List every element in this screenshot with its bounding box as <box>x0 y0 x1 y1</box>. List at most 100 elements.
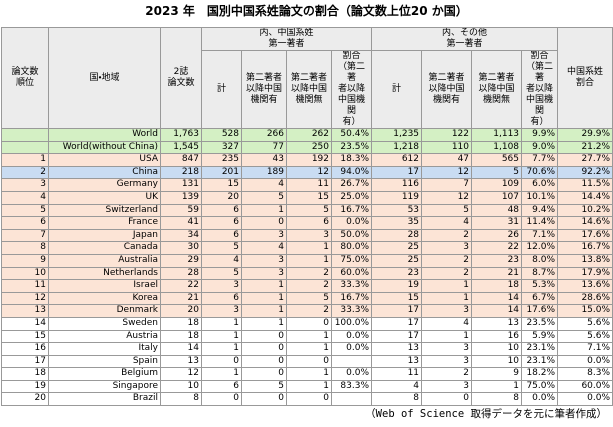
table-cell: 6 <box>201 203 242 218</box>
table-cell: 59 <box>160 203 202 218</box>
table-cell: 1 <box>421 279 473 293</box>
header-cell: 計 <box>371 50 423 129</box>
table-cell: 4 <box>241 241 287 255</box>
table-cell: 2 <box>286 304 332 318</box>
table-cell: 15 <box>371 291 423 306</box>
table-cell: 262 <box>286 128 332 142</box>
table-cell: 27.7% <box>557 153 613 167</box>
table-cell: 1 <box>201 316 242 331</box>
table-cell: Germany <box>48 178 161 192</box>
table-cell: 16.7% <box>557 241 613 255</box>
table-cell: 1,545 <box>160 140 202 155</box>
table-cell: 17.6% <box>557 228 613 243</box>
table-cell: 7 <box>1 228 49 243</box>
table-cell: 16 <box>1 342 49 356</box>
header-group: 内、その他 第一著者 <box>371 27 559 51</box>
table-cell: 5 <box>286 203 332 218</box>
table-cell: 17 <box>371 165 423 180</box>
table-cell <box>330 392 373 407</box>
table-cell: World <box>48 128 161 142</box>
header-cell: 計 <box>201 50 242 129</box>
table-cell: 5 <box>471 165 523 180</box>
table-cell: 8 <box>471 392 523 407</box>
table-cell: 565 <box>471 153 523 167</box>
table-cell: 94.0% <box>330 165 373 180</box>
table-cell: 3 <box>286 228 332 243</box>
table-cell: 5 <box>241 379 287 394</box>
table-cell: 131 <box>160 178 202 192</box>
table-cell: 50.4% <box>330 128 373 142</box>
table-cell: 11.5% <box>557 178 613 192</box>
table-cell: Netherlands <box>48 266 161 281</box>
table-cell: 60.0% <box>330 266 373 281</box>
table-cell: 23.1% <box>521 354 559 369</box>
table-cell: 6 <box>1 216 49 230</box>
table-cell: 23.5% <box>521 316 559 331</box>
table-cell: 33.3% <box>330 304 373 318</box>
table-cell: 18 <box>1 367 49 381</box>
table-row: World 1,763 528 266 262 50.4% 1,235 122 1,113 9.9… <box>1 128 613 142</box>
table-cell: 25 <box>371 253 423 268</box>
table-cell: 0.0% <box>330 342 373 356</box>
table-cell: 16 <box>471 329 523 344</box>
table-cell: 17 <box>1 354 49 369</box>
table-row: 12 Korea 21 6 1 5 16.7% 15 1 14 6.7% 28.6% <box>1 291 613 306</box>
table-cell: 43 <box>241 153 287 167</box>
table-cell: 2 <box>286 266 332 281</box>
table-cell: 6.7% <box>521 291 559 306</box>
table-cell: 2 <box>1 165 49 180</box>
table-cell: 19 <box>371 279 423 293</box>
table-cell: 6 <box>201 216 242 230</box>
table-cell: 0 <box>241 342 287 356</box>
table-cell: 1 <box>286 241 332 255</box>
table-cell: 20 <box>201 190 242 205</box>
table-cell: 1,113 <box>471 128 523 142</box>
table-cell <box>330 354 373 369</box>
table-cell: Brazil <box>48 392 161 407</box>
table-row: 1 USA 847 235 43 192 18.3% 612 47 565 7.7% 27.7% <box>1 153 613 167</box>
table-cell: 0 <box>241 354 287 369</box>
table-row: 13 Denmark 20 3 1 2 33.3% 17 3 14 17.6% 15.0% <box>1 304 613 318</box>
table-row: 15 Austria 18 1 0 1 0.0% 17 1 16 5.9% 5.6% <box>1 329 613 344</box>
table-cell: 15 <box>286 190 332 205</box>
table-cell: 3 <box>241 253 287 268</box>
table-cell: 29.9% <box>557 128 613 142</box>
table-cell: 0.0% <box>521 392 559 407</box>
title: 2023 年 国別中国系姓論文の割合（論文数上位20 か国） <box>145 4 468 18</box>
table-cell: 12 <box>160 367 202 381</box>
table-cell: 28.6% <box>557 291 613 306</box>
table-cell: 34 <box>160 228 202 243</box>
table-cell: 18.3% <box>330 153 373 167</box>
table-cell: 13 <box>371 342 423 356</box>
table-cell: 201 <box>201 165 242 180</box>
table-cell: 75.0% <box>330 253 373 268</box>
table-cell: 18 <box>160 316 202 331</box>
table-cell: 1,218 <box>371 140 423 155</box>
table-cell: 4 <box>371 379 423 394</box>
table-cell: 23.1% <box>521 342 559 356</box>
table-cell: 235 <box>201 153 242 167</box>
table-cell: Sweden <box>48 316 161 331</box>
table-cell: 10.1% <box>521 190 559 205</box>
table-cell: 18 <box>471 279 523 293</box>
table-cell: 12 <box>421 190 473 205</box>
table-cell: 3 <box>421 241 473 255</box>
table-cell: 15 <box>201 178 242 192</box>
header-group: 内、中国系姓 第一著者 <box>200 27 373 51</box>
table-row: 14 Sweden 18 1 1 0 100.0% 17 4 13 23.5% 5.6% <box>1 316 613 331</box>
table-cell: 21.2% <box>557 140 613 155</box>
table-cell: 266 <box>241 128 287 142</box>
table-cell: Israel <box>48 279 161 293</box>
table-cell: 14 <box>160 342 202 356</box>
table-cell: 119 <box>371 190 423 205</box>
table-cell: 1,108 <box>471 140 523 155</box>
table-cell: 3 <box>201 304 242 318</box>
table-cell: 0 <box>421 392 473 407</box>
table-cell: 0.0% <box>330 216 373 230</box>
table-cell: 10 <box>1 266 49 281</box>
table-cell: 0.0% <box>330 329 373 344</box>
table-cell: 29 <box>160 253 202 268</box>
table-cell <box>1 128 49 142</box>
table-cell: Switzerland <box>48 203 161 218</box>
